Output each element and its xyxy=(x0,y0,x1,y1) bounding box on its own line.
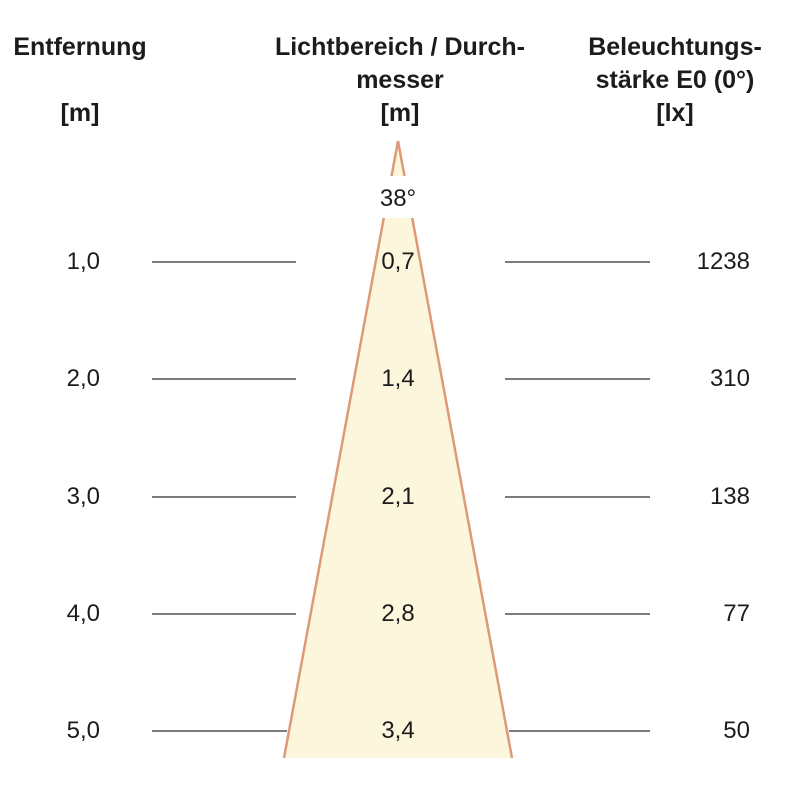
left-reference-line xyxy=(152,495,296,498)
diameter-value: 1,4 xyxy=(381,365,415,393)
right-reference-line xyxy=(505,495,650,498)
column-header-distance: Entfernung [m] xyxy=(0,31,160,130)
right-reference-line xyxy=(505,612,650,615)
left-reference-line xyxy=(152,612,296,615)
right-reference-line xyxy=(505,378,650,381)
left-reference-line xyxy=(152,730,288,732)
distance-value: 1,0 xyxy=(66,248,100,275)
distance-value: 4,0 xyxy=(66,599,100,627)
column-header-illuminance-title: Beleuchtungs- stärke E0 (0°) xyxy=(550,31,800,97)
column-header-illuminance: Beleuchtungs- stärke E0 (0°) [lx] xyxy=(550,31,800,130)
table-row: 3,0 2,1 138 xyxy=(0,479,800,515)
right-reference-line xyxy=(508,730,650,732)
diameter-value: 0,7 xyxy=(381,248,415,275)
header-line: Entfernung xyxy=(13,33,147,61)
beam-angle-label-gap xyxy=(366,176,430,218)
column-header-diameter-unit: [m] xyxy=(380,99,420,127)
diameter-value: 2,8 xyxy=(381,599,415,627)
right-reference-line xyxy=(505,261,650,263)
table-row: 2,0 1,4 310 xyxy=(0,361,800,397)
header-line: Beleuchtungs- xyxy=(588,33,762,61)
header-line: stärke E0 (0°) xyxy=(595,66,755,94)
distance-value: 2,0 xyxy=(66,365,100,393)
distance-value: 3,0 xyxy=(66,482,100,510)
illuminance-value: 138 xyxy=(709,482,750,510)
cone-right-edge xyxy=(396,140,514,759)
diameter-value: 2,1 xyxy=(381,482,415,510)
table-row: 4,0 2,8 77 xyxy=(0,596,800,632)
column-header-illuminance-unit: [lx] xyxy=(656,99,694,127)
column-header-diameter: Lichtbereich / Durch- messer [m] xyxy=(250,31,550,130)
header-line: Lichtbereich / Durch- xyxy=(274,33,526,61)
table-row: 1,0 0,7 1238 xyxy=(0,244,800,280)
table-row: 5,0 3,4 50 xyxy=(0,713,800,749)
column-header-diameter-title: Lichtbereich / Durch- messer xyxy=(250,31,550,97)
illuminance-value: 77 xyxy=(723,599,750,627)
header-line: messer xyxy=(356,66,444,94)
light-cone-shape xyxy=(284,141,512,758)
distance-value: 5,0 xyxy=(66,717,100,744)
beam-angle-label: 38° xyxy=(379,185,417,212)
illuminance-value: 1238 xyxy=(696,248,750,275)
left-reference-line xyxy=(152,261,296,263)
diameter-value: 3,4 xyxy=(381,717,415,744)
left-reference-line xyxy=(152,378,296,381)
cone-left-edge xyxy=(282,140,400,759)
illuminance-value: 310 xyxy=(709,365,750,393)
column-header-distance-title: Entfernung xyxy=(0,31,160,97)
illuminance-value: 50 xyxy=(723,717,750,744)
column-header-distance-unit: [m] xyxy=(60,99,100,127)
